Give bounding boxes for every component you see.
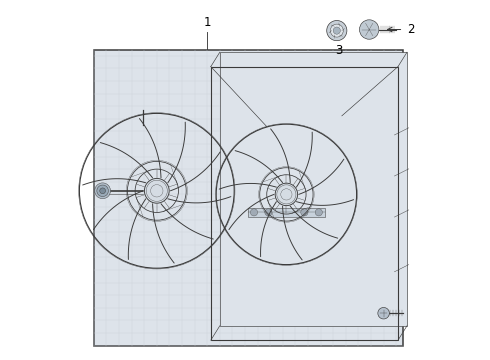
Circle shape	[250, 209, 258, 216]
Text: 1: 1	[203, 16, 211, 29]
Circle shape	[145, 179, 169, 203]
Circle shape	[378, 307, 390, 319]
Circle shape	[97, 185, 108, 197]
FancyBboxPatch shape	[220, 52, 407, 326]
Circle shape	[301, 209, 308, 216]
Circle shape	[95, 183, 111, 199]
FancyBboxPatch shape	[94, 50, 403, 346]
Text: 2: 2	[407, 23, 415, 36]
Circle shape	[333, 27, 341, 34]
Circle shape	[360, 20, 379, 39]
Circle shape	[330, 24, 343, 37]
Text: 3: 3	[335, 44, 343, 57]
Circle shape	[315, 209, 322, 216]
Circle shape	[265, 209, 272, 216]
FancyBboxPatch shape	[248, 208, 325, 217]
Circle shape	[100, 188, 105, 194]
Circle shape	[275, 183, 297, 206]
Circle shape	[327, 21, 347, 41]
